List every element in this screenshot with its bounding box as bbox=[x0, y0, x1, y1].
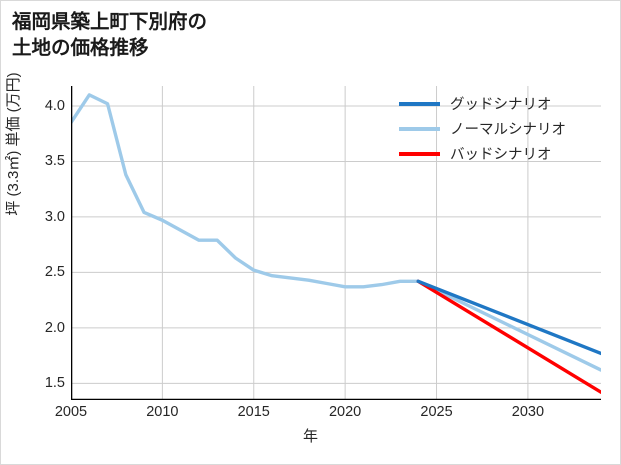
series-line bbox=[416, 279, 601, 394]
x-tick-label: 2020 bbox=[328, 404, 362, 420]
y-axis-label: 坪 (3.3㎡) 単価 (万円) bbox=[5, 72, 22, 216]
legend-item[interactable]: ノーマルシナリオ bbox=[399, 116, 614, 141]
y-tick-label: 1.5 bbox=[44, 375, 65, 392]
legend-label: ノーマルシナリオ bbox=[450, 122, 566, 138]
legend-label: グッドシナリオ bbox=[450, 97, 552, 113]
x-tick-label: 2010 bbox=[146, 404, 179, 420]
legend-color-swatch bbox=[399, 151, 440, 156]
x-tick-label: 2015 bbox=[237, 404, 270, 420]
chart-title: 福岡県築上町下別府の 土地の価格推移 bbox=[12, 11, 208, 59]
y-axis-tick-labels: 1.5 2.0 2.5 3.0 3.5 4.0 bbox=[19, 86, 65, 400]
series-line bbox=[416, 279, 601, 356]
plot-svg bbox=[71, 86, 601, 400]
y-tick-label: 3.0 bbox=[44, 208, 65, 225]
legend-item[interactable]: バッドシナリオ bbox=[399, 141, 614, 166]
y-tick-label: 2.5 bbox=[44, 264, 65, 281]
x-axis-label: 年 bbox=[302, 428, 318, 445]
legend-color-swatch bbox=[399, 101, 440, 106]
y-tick-label: 3.5 bbox=[44, 153, 65, 170]
y-tick-label: 4.0 bbox=[44, 97, 65, 114]
series-line bbox=[71, 93, 601, 372]
legend-color-swatch bbox=[399, 126, 440, 131]
legend-label: バッドシナリオ bbox=[450, 147, 552, 163]
x-axis-tick-labels: 2005 2010 2015 2020 2025 2030 bbox=[55, 404, 601, 426]
x-tick-label: 2030 bbox=[511, 404, 545, 420]
legend-item[interactable]: グッドシナリオ bbox=[399, 91, 614, 116]
plot-area bbox=[71, 86, 601, 400]
y-axis-label-wrapper: 坪 (3.3㎡) 単価 (万円) bbox=[2, 34, 24, 254]
x-tick-label: 2025 bbox=[420, 404, 453, 420]
chart-legend: グッドシナリオ ノーマルシナリオ バッドシナリオ bbox=[399, 91, 614, 166]
y-tick-label: 2.0 bbox=[44, 319, 65, 336]
x-tick-label: 2005 bbox=[54, 404, 88, 420]
